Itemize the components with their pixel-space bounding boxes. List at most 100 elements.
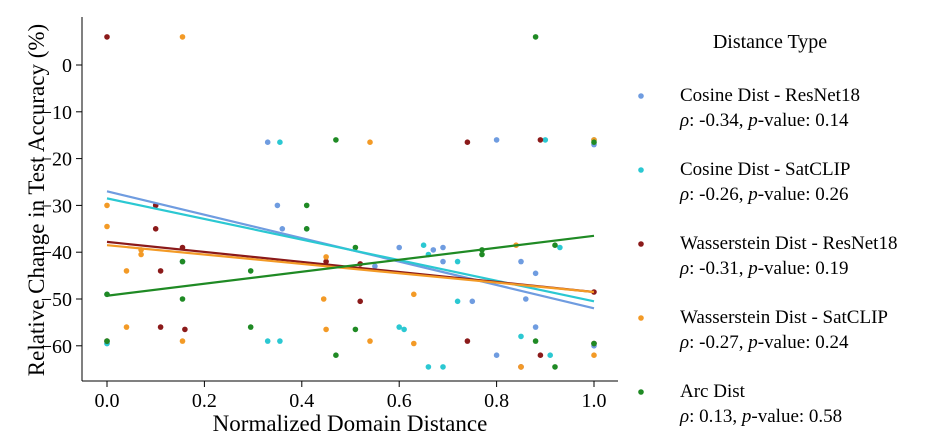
data-point-series-0 <box>430 247 437 253</box>
fit-line-series-4 <box>106 234 595 297</box>
data-point-series-1 <box>547 352 553 359</box>
data-point-series-1 <box>396 324 403 330</box>
x-tick-label: 0.6 <box>387 390 412 412</box>
data-point-series-2 <box>152 226 159 232</box>
data-point-series-3 <box>323 326 329 333</box>
y-tick-label: −20 <box>41 149 72 171</box>
data-point-series-4 <box>333 137 339 143</box>
legend-series-name: Wasserstein Dist - ResNet18 <box>680 233 897 254</box>
data-point-series-1 <box>440 364 446 370</box>
data-point-series-3 <box>123 324 130 330</box>
data-point-series-4 <box>479 251 485 258</box>
y-tick-label: −50 <box>41 289 72 311</box>
data-point-series-2 <box>464 338 471 344</box>
x-axis-label: Normalized Domain Distance <box>213 411 488 436</box>
data-point-series-4 <box>352 244 359 251</box>
data-point-series-4 <box>303 202 310 209</box>
data-point-series-0 <box>372 263 378 270</box>
legend-series-name: Cosine Dist - SatCLIP <box>680 159 850 180</box>
y-tick-label: 0 <box>62 55 72 77</box>
y-ticks: 0 −10 −20 −30 −40 −50 −60 <box>41 55 82 358</box>
data-point-series-0 <box>279 226 286 232</box>
data-point-series-0 <box>440 258 446 265</box>
fit-lines-layer <box>106 190 595 310</box>
y-tick-label: −30 <box>41 195 72 217</box>
legend-marker-series-3 <box>638 315 644 321</box>
legend-series-stats: ρ: 0.13, p-value: 0.58 <box>679 406 842 427</box>
data-point-series-3 <box>320 296 327 302</box>
data-point-series-2 <box>182 326 188 333</box>
data-point-series-4 <box>532 338 539 344</box>
data-point-series-4 <box>179 296 186 302</box>
legend-marker-series-0 <box>638 93 644 99</box>
data-point-series-1 <box>401 326 407 333</box>
data-point-series-0 <box>493 137 500 143</box>
x-tick-label: 0.0 <box>95 390 120 412</box>
data-point-series-4 <box>179 258 186 265</box>
data-point-series-0 <box>274 202 281 209</box>
legend-series-stats: ρ: -0.31, p-value: 0.19 <box>679 258 849 279</box>
x-ticks: 0.0 0.2 0.4 0.6 0.8 1.0 <box>95 381 607 412</box>
data-point-series-3 <box>411 291 417 298</box>
data-point-series-3 <box>518 364 524 370</box>
data-point-series-0 <box>440 244 446 251</box>
data-point-series-2 <box>323 258 329 265</box>
data-point-series-2 <box>357 298 364 305</box>
data-point-series-0 <box>493 352 500 359</box>
data-point-series-4 <box>303 226 310 232</box>
legend-marker-series-4 <box>638 389 644 395</box>
y-tick-label: −60 <box>41 336 72 358</box>
fit-line-series-3 <box>106 244 595 294</box>
data-point-series-2 <box>591 289 597 295</box>
data-point-series-3 <box>179 338 186 344</box>
data-point-series-0 <box>518 258 524 265</box>
data-point-series-2 <box>104 34 110 40</box>
legend-series-name: Arc Dist <box>680 381 746 402</box>
data-point-series-1 <box>425 364 432 370</box>
legend-series-name: Wasserstein Dist - SatCLIP <box>680 307 888 328</box>
data-point-series-4 <box>247 268 254 274</box>
data-point-series-2 <box>537 352 544 359</box>
x-tick-label: 0.2 <box>192 390 217 412</box>
data-point-series-0 <box>396 244 403 251</box>
legend-items: Cosine Dist - ResNet18 ρ: -0.34, p-value:… <box>638 85 897 427</box>
data-point-series-1 <box>277 338 283 344</box>
y-tick-label: −10 <box>41 102 72 124</box>
data-point-series-4 <box>532 34 539 40</box>
data-point-series-0 <box>264 139 271 145</box>
data-point-series-1 <box>518 333 524 340</box>
data-point-series-4 <box>247 324 254 330</box>
data-point-series-4 <box>352 326 359 333</box>
y-tick-label: −40 <box>41 242 72 264</box>
x-tick-label: 0.4 <box>289 390 314 412</box>
legend-series-stats: ρ: -0.34, p-value: 0.14 <box>679 110 849 131</box>
data-point-series-0 <box>523 296 529 302</box>
legend-series-stats: ρ: -0.26, p-value: 0.26 <box>679 184 849 205</box>
data-point-series-1 <box>557 244 563 251</box>
data-point-series-3 <box>104 202 110 209</box>
data-point-series-4 <box>333 352 339 359</box>
data-point-series-3 <box>123 268 130 274</box>
x-tick-label: 1.0 <box>582 390 607 412</box>
data-point-series-1 <box>542 137 549 143</box>
data-point-series-2 <box>537 137 544 143</box>
legend-series-name: Cosine Dist - ResNet18 <box>680 85 860 106</box>
legend-marker-series-2 <box>638 241 644 247</box>
data-point-series-3 <box>323 254 329 260</box>
data-point-series-4 <box>104 338 110 344</box>
data-point-series-1 <box>454 298 461 305</box>
data-point-series-2 <box>157 324 164 330</box>
data-point-series-3 <box>591 352 597 359</box>
data-point-series-4 <box>591 340 597 347</box>
data-point-series-2 <box>464 139 471 145</box>
axes-layer <box>81 17 618 382</box>
data-point-series-3 <box>138 251 144 258</box>
data-point-series-0 <box>532 324 539 330</box>
data-point-series-1 <box>420 242 427 248</box>
data-point-series-0 <box>469 298 476 305</box>
data-point-series-1 <box>264 338 271 344</box>
y-axis-label: Relative Change in Test Accuracy (%) <box>24 24 49 376</box>
legend-title: Distance Type <box>713 31 827 53</box>
